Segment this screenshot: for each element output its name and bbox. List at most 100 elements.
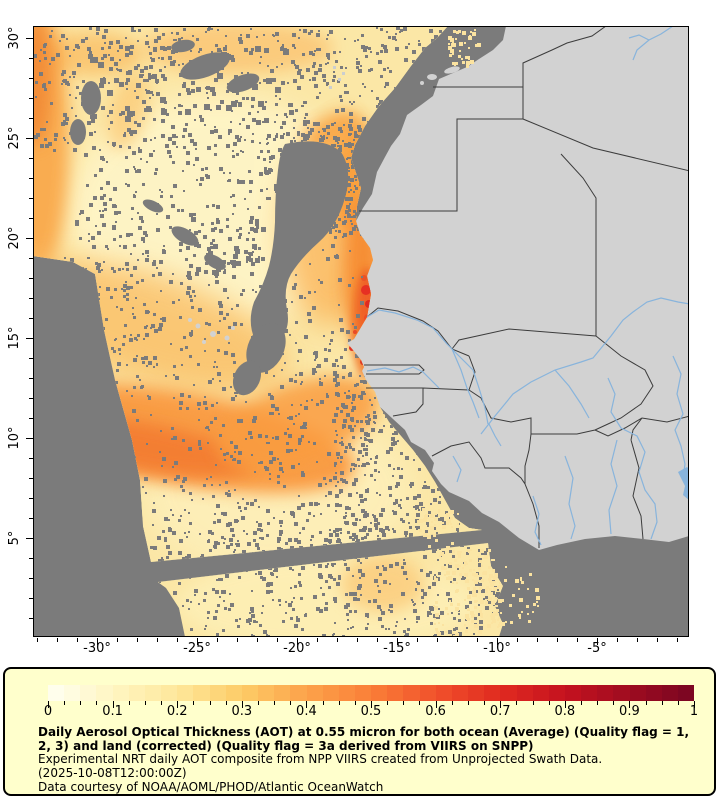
axis-tick [29, 218, 33, 219]
colorbar-tick [290, 701, 292, 705]
colorbar-segment [613, 685, 630, 701]
caption-timestamp: (2025-10-08T12:00:00Z) [38, 766, 187, 781]
colorbar-segment [581, 685, 598, 701]
axis-tick [29, 58, 33, 59]
axis-tick [29, 118, 33, 119]
y-tick-label: 30° [7, 26, 22, 50]
colorbar-tick [451, 701, 453, 705]
axis-tick [377, 638, 378, 642]
axis-tick [29, 518, 33, 519]
x-tick-label: -20° [283, 641, 311, 656]
y-tick-label: 20° [7, 226, 22, 250]
colorbar-segment [64, 685, 81, 701]
colorbar-segment [371, 685, 388, 701]
colorbar-tick [241, 701, 243, 708]
colorbar-tick-label: 0.1 [102, 704, 123, 719]
axis-tick [29, 258, 33, 259]
colorbar-segment [193, 685, 210, 701]
no-data-speckles [33, 26, 500, 637]
colorbar-tick [306, 701, 308, 708]
colorbar-tick [484, 701, 486, 705]
colorbar-segment [500, 685, 517, 701]
colorbar-tick [516, 701, 518, 705]
axis-tick [217, 638, 218, 642]
axis-tick [29, 198, 33, 199]
colorbar-tick [532, 701, 534, 705]
colorbar-tick [419, 701, 421, 705]
colorbar-tick [564, 701, 566, 708]
colorbar-segment [661, 685, 679, 701]
cloud-pixels [329, 66, 345, 89]
axis-tick [29, 98, 33, 99]
axis-tick [237, 638, 238, 642]
axis-tick [97, 638, 98, 645]
axis-tick [29, 558, 33, 559]
country-borders [359, 26, 689, 548]
colorbar-tick-label: 1 [689, 704, 699, 719]
rivers [366, 26, 689, 546]
axis-tick [457, 638, 458, 642]
x-tick-label: -15° [383, 641, 411, 656]
colorbar-segment [468, 685, 485, 701]
axis-tick [29, 158, 33, 159]
colorbar-segment [435, 685, 452, 701]
axis-tick [117, 638, 118, 642]
colorbar-tick [467, 701, 469, 705]
axis-tick [29, 598, 33, 599]
colorbar-tick [387, 701, 389, 705]
colorbar-tick [144, 701, 146, 705]
colorbar-segment [322, 685, 339, 701]
axis-tick [617, 638, 618, 642]
axis-tick [417, 638, 418, 642]
axis-tick [29, 618, 33, 619]
colorbar-segment [48, 685, 65, 701]
map-area [33, 26, 689, 637]
colorbar-segment [258, 685, 275, 701]
colorbar-tick [500, 701, 502, 708]
axis-tick [29, 498, 33, 499]
axis-tick [37, 638, 38, 642]
colorbar-segment [387, 685, 404, 701]
y-tick-label: 10° [7, 426, 22, 450]
colorbar-tick [677, 701, 679, 705]
axis-tick [297, 638, 298, 645]
colorbar-segment [209, 685, 226, 701]
colorbar-tick-label: 0.3 [231, 704, 253, 719]
axis-tick [577, 638, 578, 642]
axis-tick [257, 638, 258, 642]
x-tick-label: -30° [83, 641, 111, 656]
axis-tick [597, 638, 598, 645]
colorbar-tick [80, 701, 82, 705]
colorbar-segment [241, 685, 259, 701]
colorbar-tick [209, 701, 211, 705]
colorbar-tick [193, 701, 195, 705]
x-tick-label: -10° [483, 641, 511, 656]
axis-tick [29, 78, 33, 79]
axis-tick [637, 638, 638, 642]
colorbar-segment [565, 685, 582, 701]
caption-description: Experimental NRT daily AOT composite fro… [38, 752, 603, 767]
colorbar-tick [48, 701, 49, 708]
colorbar-segment [484, 685, 501, 701]
colorbar-tick [597, 701, 599, 705]
caption-block: Daily Aerosol Optical Thickness (AOT) at… [38, 725, 706, 795]
colorbar-tick-label: 0.4 [296, 704, 317, 719]
colorbar-tick-label: 0.5 [360, 704, 382, 719]
colorbar-tick [274, 701, 276, 705]
axis-tick [537, 638, 538, 642]
lake-volta [678, 467, 689, 501]
axis-tick [29, 398, 33, 399]
axis-tick [157, 638, 158, 642]
axis-tick [26, 138, 33, 139]
axis-tick [29, 278, 33, 279]
colorbar-segment [451, 685, 469, 701]
colorbar-tick [435, 701, 437, 708]
colorbar-tick [322, 701, 324, 705]
axis-tick [29, 298, 33, 299]
axis-tick [26, 38, 33, 39]
colorbar-segment [225, 685, 242, 701]
axis-tick [657, 638, 658, 642]
axis-tick [477, 638, 478, 642]
colorbar-tick [661, 701, 663, 705]
colorbar-tick [64, 701, 66, 705]
